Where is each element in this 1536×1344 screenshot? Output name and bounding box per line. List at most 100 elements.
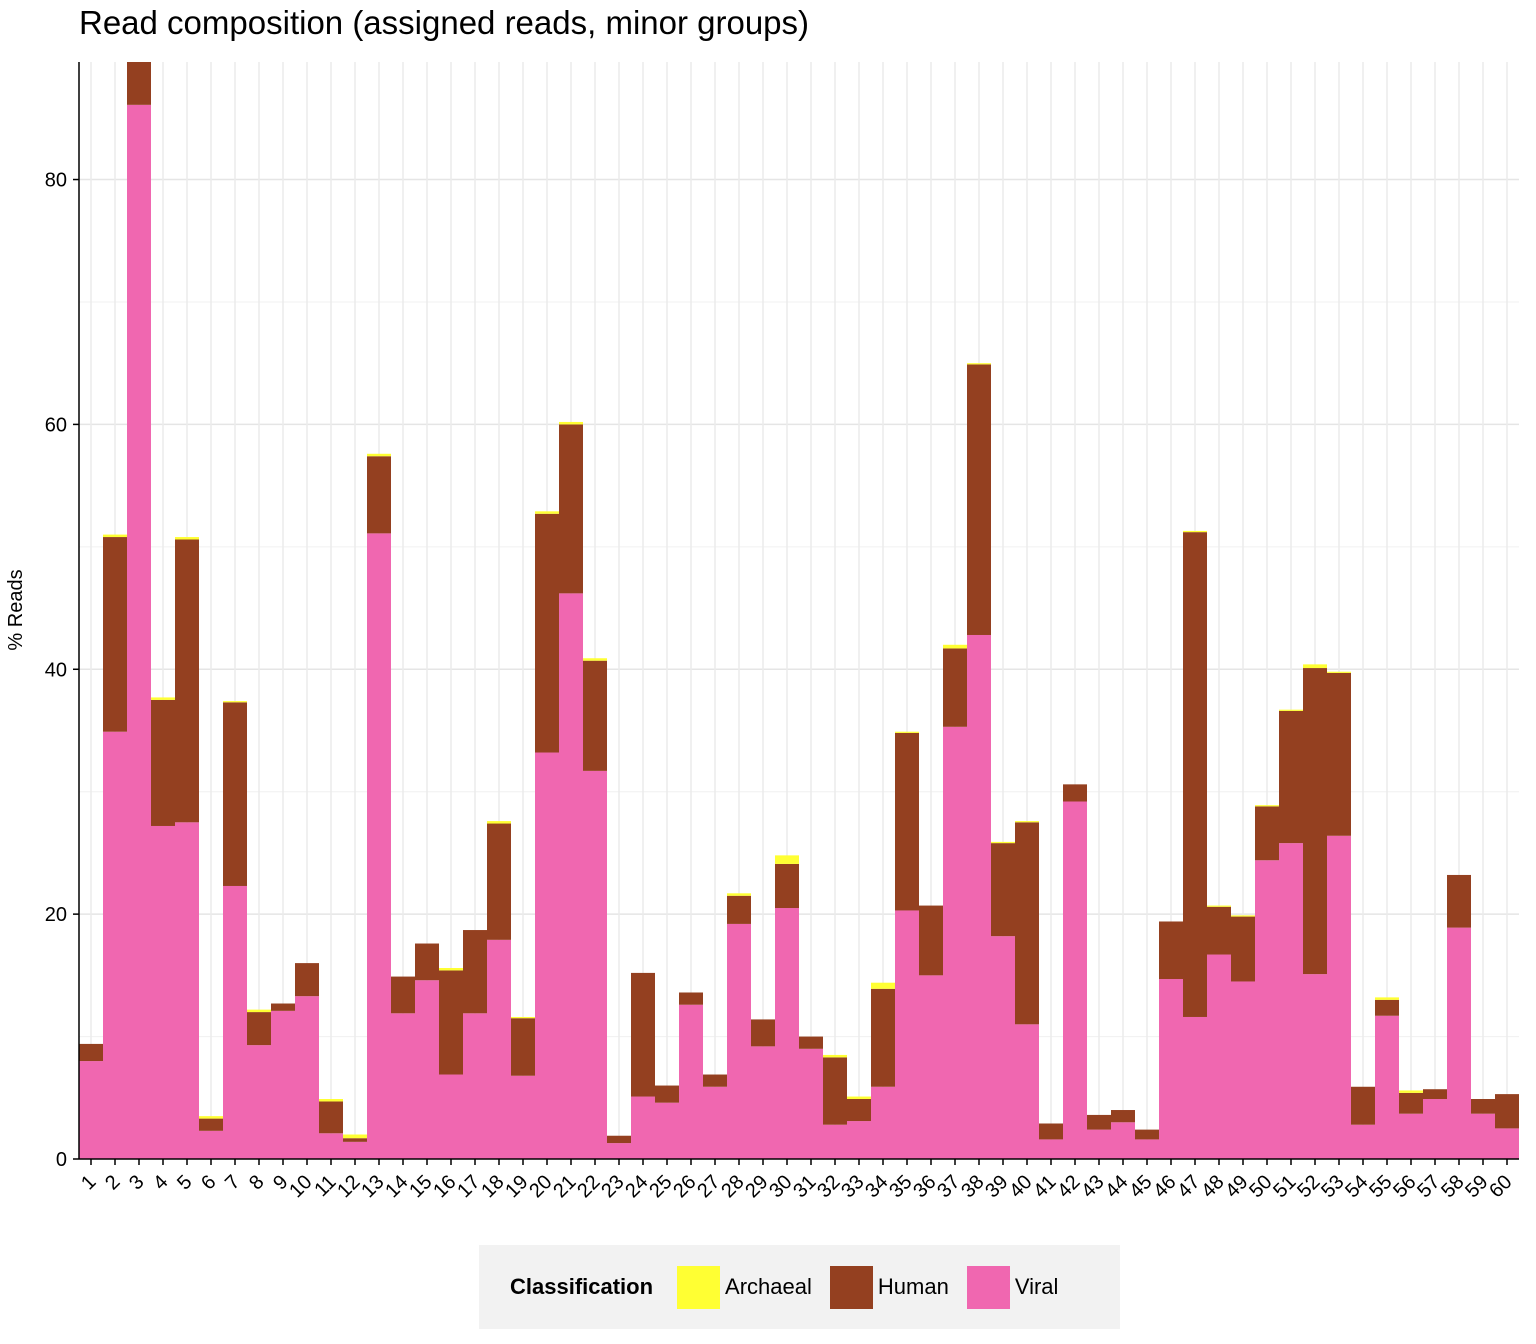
x-tick-label: 60 xyxy=(1485,1171,1516,1202)
bar-human-59 xyxy=(1471,1099,1495,1114)
bar-human-6 xyxy=(199,1118,223,1131)
bar-human-21 xyxy=(559,424,583,594)
bar-viral-13 xyxy=(367,533,391,1159)
y-axis-title: % Reads xyxy=(5,569,27,650)
bar-viral-18 xyxy=(487,939,511,1159)
bar-human-24 xyxy=(631,972,655,1097)
bar-human-18 xyxy=(487,823,511,940)
y-tick-label: 60 xyxy=(45,414,67,436)
bar-viral-11 xyxy=(319,1133,343,1159)
x-tick-label: 1 xyxy=(77,1171,100,1194)
bar-human-34 xyxy=(871,988,895,1087)
bar-viral-15 xyxy=(415,980,439,1159)
bar-archaeal-11 xyxy=(319,1099,343,1102)
legend-swatch-archaeal xyxy=(677,1265,721,1309)
chart-title: Read composition (assigned reads, minor … xyxy=(79,4,810,41)
y-tick-label: 80 xyxy=(45,170,67,192)
bar-archaeal-53 xyxy=(1327,671,1351,673)
bar-human-45 xyxy=(1135,1129,1159,1140)
bar-viral-20 xyxy=(535,752,559,1159)
bar-archaeal-30 xyxy=(775,855,799,864)
bar-viral-23 xyxy=(607,1143,631,1159)
bar-human-36 xyxy=(919,905,943,976)
bar-human-47 xyxy=(1183,532,1207,1017)
bar-archaeal-21 xyxy=(559,421,583,425)
bar-human-14 xyxy=(391,976,415,1014)
bar-human-26 xyxy=(679,992,703,1005)
bar-viral-32 xyxy=(823,1124,847,1159)
bar-human-20 xyxy=(535,513,559,753)
bar-viral-38 xyxy=(967,634,991,1159)
legend: Classification Archaeal Human Viral xyxy=(479,1245,1120,1329)
bar-human-1 xyxy=(79,1043,103,1062)
bar-viral-14 xyxy=(391,1013,415,1159)
x-tick-label: 5 xyxy=(173,1171,196,1194)
legend-label: Archaeal xyxy=(725,1274,812,1299)
bar-viral-36 xyxy=(919,975,943,1159)
legend-label: Viral xyxy=(1014,1274,1059,1299)
legend-item-viral: Viral xyxy=(966,1265,1059,1309)
bar-viral-48 xyxy=(1207,954,1231,1159)
bar-archaeal-4 xyxy=(151,697,175,700)
bar-archaeal-18 xyxy=(487,821,511,824)
bar-archaeal-34 xyxy=(871,982,895,989)
bar-archaeal-35 xyxy=(895,731,919,733)
x-tick-label: 6 xyxy=(197,1171,220,1194)
bar-human-56 xyxy=(1399,1092,1423,1114)
bar-viral-55 xyxy=(1375,1015,1399,1159)
bar-viral-17 xyxy=(463,1013,487,1159)
bar-human-53 xyxy=(1327,672,1351,836)
x-tick-label: 3 xyxy=(125,1171,148,1194)
bar-human-33 xyxy=(847,1099,871,1122)
bar-archaeal-49 xyxy=(1231,915,1255,917)
bar-viral-51 xyxy=(1279,843,1303,1159)
bar-human-42 xyxy=(1063,784,1087,802)
bar-human-29 xyxy=(751,1019,775,1047)
bar-viral-8 xyxy=(247,1045,271,1159)
bar-viral-21 xyxy=(559,593,583,1159)
bar-archaeal-39 xyxy=(991,841,1015,844)
bar-viral-37 xyxy=(943,726,967,1159)
bar-human-50 xyxy=(1255,806,1279,861)
bar-viral-44 xyxy=(1111,1122,1135,1159)
bar-viral-47 xyxy=(1183,1016,1207,1159)
bar-viral-58 xyxy=(1447,927,1471,1159)
bar-viral-19 xyxy=(511,1075,535,1159)
bar-viral-50 xyxy=(1255,860,1279,1159)
bar-human-5 xyxy=(175,539,199,823)
bar-archaeal-37 xyxy=(943,644,967,649)
bar-archaeal-55 xyxy=(1375,997,1399,1000)
legend-item-archaeal: Archaeal xyxy=(677,1265,812,1309)
bar-archaeal-19 xyxy=(511,1016,535,1019)
bar-viral-39 xyxy=(991,936,1015,1159)
bar-human-51 xyxy=(1279,710,1303,844)
legend-swatch-human xyxy=(829,1265,873,1309)
bar-human-7 xyxy=(223,702,247,886)
y-tick-label: 20 xyxy=(45,904,67,926)
bar-archaeal-40 xyxy=(1015,821,1039,823)
legend-title: Classification xyxy=(510,1274,654,1299)
bar-human-38 xyxy=(967,364,991,635)
bar-archaeal-16 xyxy=(439,968,463,971)
bar-human-46 xyxy=(1159,921,1183,980)
bar-viral-25 xyxy=(655,1102,679,1159)
bar-human-31 xyxy=(799,1036,823,1049)
bar-viral-54 xyxy=(1351,1124,1375,1159)
bar-human-3 xyxy=(127,62,151,105)
legend-item-human: Human xyxy=(829,1265,949,1309)
bar-human-16 xyxy=(439,970,463,1075)
bars xyxy=(79,62,1519,1159)
bar-viral-4 xyxy=(151,825,175,1159)
bar-human-13 xyxy=(367,456,391,534)
bar-viral-41 xyxy=(1039,1139,1063,1159)
legend-items: Archaeal Human Viral xyxy=(677,1265,1076,1309)
bar-human-54 xyxy=(1351,1086,1375,1125)
bar-viral-7 xyxy=(223,885,247,1159)
x-tick-label: 7 xyxy=(221,1171,244,1194)
bar-human-35 xyxy=(895,732,919,911)
bar-viral-5 xyxy=(175,822,199,1159)
bar-human-48 xyxy=(1207,906,1231,955)
bar-viral-28 xyxy=(727,923,751,1159)
bar-human-43 xyxy=(1087,1114,1111,1130)
